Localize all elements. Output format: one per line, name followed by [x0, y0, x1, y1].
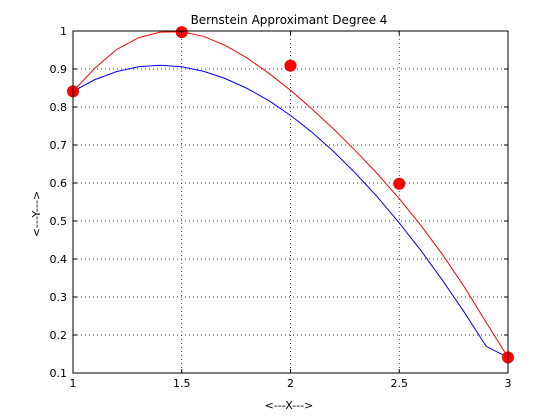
grid-lines	[73, 31, 508, 373]
y-tick-label: 0.1	[50, 367, 68, 380]
x-tick-label: 3	[505, 377, 512, 390]
x-tick-label: 2.5	[391, 377, 409, 390]
series-line-0	[72, 31, 509, 358]
y-tick-label: 0.5	[50, 215, 68, 228]
x-tick-label: 1	[70, 377, 77, 390]
y-tick-label: 0.7	[50, 139, 68, 152]
y-tick-label: 0.4	[50, 253, 68, 266]
y-tick-label: 0.9	[50, 63, 68, 76]
y-tick-label: 1	[60, 25, 67, 38]
x-tick-label: 2	[287, 377, 294, 390]
y-tick-label: 0.2	[50, 329, 68, 342]
series-line-1	[72, 64, 509, 358]
x-axis-label: <---X--->	[265, 399, 314, 412]
y-axis: 0.1 0.2 0.3 0.4 0.5 0.6 0.7 0.8 0.9 1	[50, 25, 508, 380]
x-axis: 1 1.5 2 2.5 3	[70, 31, 512, 390]
x-tick-label: 1.5	[173, 377, 191, 390]
chart-title: Bernstein Approximant Degree 4	[191, 13, 388, 27]
data-point-marker	[393, 177, 406, 190]
y-tick-label: 0.3	[50, 291, 68, 304]
plot-area	[67, 26, 514, 364]
plot-frame	[72, 30, 509, 374]
y-tick-label: 0.6	[50, 177, 68, 190]
y-tick-label: 0.8	[50, 101, 68, 114]
y-axis-label: <---Y--->	[30, 191, 43, 237]
data-point-marker	[284, 59, 297, 72]
